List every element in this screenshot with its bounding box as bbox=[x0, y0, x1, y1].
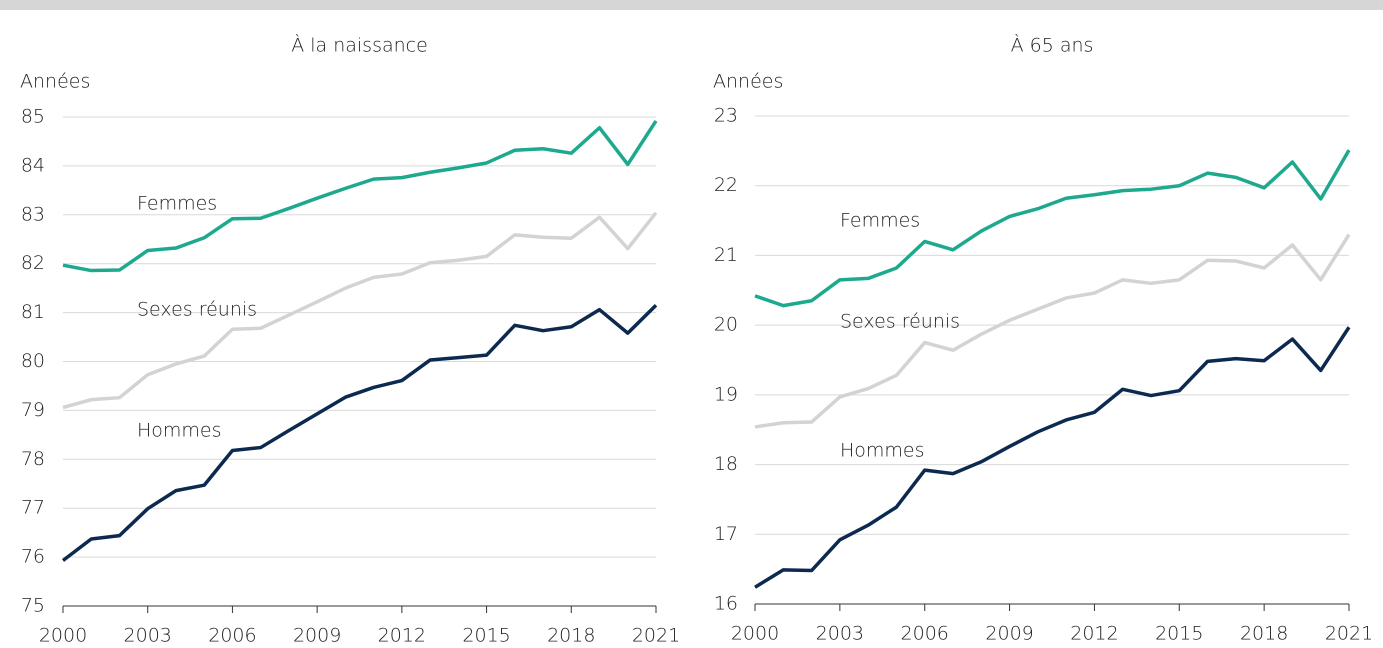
y-tick-label: 17 bbox=[714, 523, 738, 545]
y-tick-label: 82 bbox=[21, 252, 45, 274]
top-bar bbox=[0, 0, 1383, 10]
x-tick-label: 2018 bbox=[547, 625, 595, 647]
y-axis-title: Années bbox=[20, 71, 90, 93]
y-tick-label: 20 bbox=[714, 314, 738, 336]
x-tick-label: 2015 bbox=[462, 625, 510, 647]
y-tick-label: 76 bbox=[21, 546, 45, 568]
series-label: Hommes bbox=[137, 420, 222, 442]
x-tick-label: 2006 bbox=[208, 625, 256, 647]
y-tick-label: 80 bbox=[21, 350, 45, 372]
y-tick-label: 21 bbox=[714, 244, 738, 266]
y-tick-label: 78 bbox=[21, 448, 45, 470]
chart-title: À 65 ans bbox=[1011, 34, 1094, 57]
x-tick-label: 2009 bbox=[985, 623, 1033, 645]
x-tick-label: 2021 bbox=[1325, 623, 1373, 645]
y-tick-label: 23 bbox=[714, 105, 738, 127]
series-line bbox=[754, 233, 1351, 429]
x-tick-label: 2009 bbox=[293, 625, 341, 647]
series-label: Hommes bbox=[840, 440, 925, 462]
series-label: Femmes bbox=[840, 210, 920, 232]
y-tick-label: 79 bbox=[21, 399, 45, 421]
y-axis-title: Années bbox=[713, 71, 783, 93]
y-tick-label: 19 bbox=[714, 383, 738, 405]
series-label: Femmes bbox=[137, 193, 217, 215]
x-tick-label: 2006 bbox=[901, 623, 949, 645]
x-tick-label: 2018 bbox=[1240, 623, 1288, 645]
y-tick-label: 16 bbox=[714, 593, 738, 615]
y-tick-label: 22 bbox=[714, 174, 738, 196]
series-label: Sexes réunis bbox=[840, 311, 960, 333]
x-tick-label: 2000 bbox=[731, 623, 779, 645]
series-label: Sexes réunis bbox=[137, 299, 257, 321]
series-line bbox=[62, 119, 658, 273]
series-line bbox=[754, 149, 1351, 308]
chart-title: À la naissance bbox=[291, 34, 428, 57]
y-tick-label: 81 bbox=[21, 301, 45, 323]
x-tick-label: 2000 bbox=[39, 625, 87, 647]
x-tick-label: 2012 bbox=[378, 625, 426, 647]
x-tick-label: 2012 bbox=[1070, 623, 1118, 645]
x-tick-label: 2021 bbox=[632, 625, 680, 647]
series-line bbox=[61, 304, 658, 562]
y-tick-label: 83 bbox=[21, 203, 45, 225]
y-tick-label: 75 bbox=[21, 595, 45, 617]
series-line bbox=[62, 211, 658, 410]
y-tick-label: 18 bbox=[714, 453, 738, 475]
series-line bbox=[754, 326, 1351, 589]
x-tick-label: 2003 bbox=[816, 623, 864, 645]
x-tick-label: 2003 bbox=[124, 625, 172, 647]
x-tick-label: 2015 bbox=[1155, 623, 1203, 645]
y-tick-label: 85 bbox=[21, 106, 45, 128]
y-tick-label: 84 bbox=[21, 154, 45, 176]
y-tick-label: 77 bbox=[21, 497, 45, 519]
